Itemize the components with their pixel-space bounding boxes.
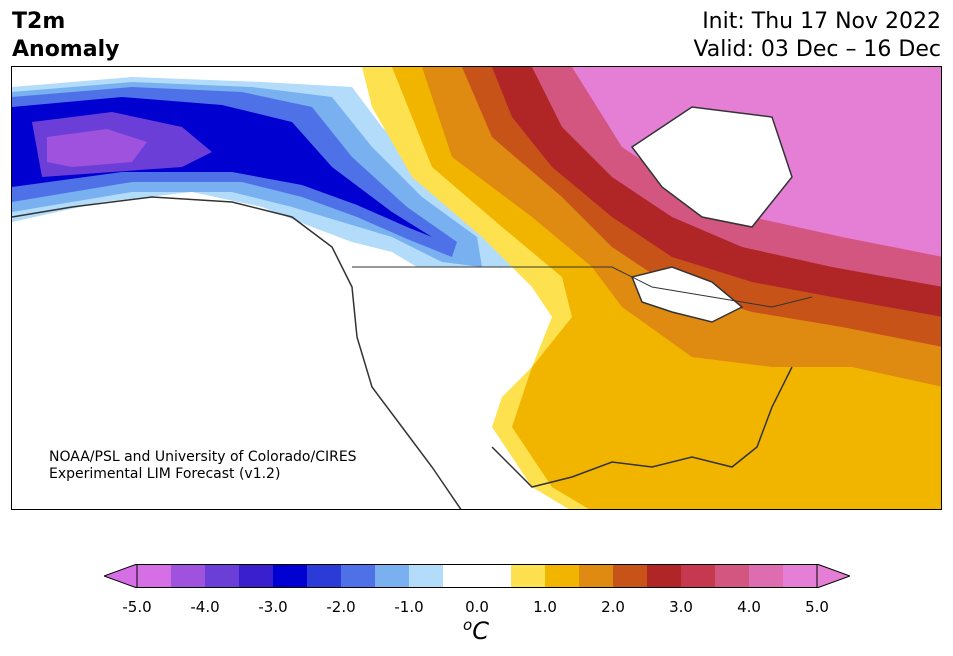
colorbar-bin	[171, 564, 206, 588]
colorbar-over-arrow	[816, 564, 850, 588]
colorbar-unit: oC	[463, 616, 489, 645]
colorbar-border	[136, 564, 818, 588]
colorbar-bin	[783, 564, 818, 588]
hudson-bay	[630, 106, 793, 228]
colorbar-tick-label: -3.0	[258, 598, 288, 616]
forecast-credit: NOAA/PSL and University of Colorado/CIRE…	[49, 449, 357, 483]
colorbar-tick-label: -2.0	[326, 598, 356, 616]
colorbar-tick-label: 4.0	[737, 598, 761, 616]
anomaly-map	[12, 67, 941, 509]
great-lakes	[630, 266, 744, 323]
colorbar-bin	[477, 564, 512, 588]
colorbar-bin	[749, 564, 784, 588]
valid-date: Valid: 03 Dec – 16 Dec	[693, 37, 941, 62]
colorbar-under-arrow	[104, 564, 138, 588]
credit-line-1: NOAA/PSL and University of Colorado/CIRE…	[49, 449, 357, 465]
title-line-2: Anomaly	[12, 37, 120, 62]
colorbar-bin	[273, 564, 308, 588]
cold-anomaly-alaska-core	[47, 129, 147, 167]
colorbar-bin	[613, 564, 648, 588]
colorbar-bin	[443, 564, 478, 588]
unit-label: C	[472, 617, 489, 645]
colorbar-bin	[647, 564, 682, 588]
title-line-1: T2m	[12, 9, 66, 34]
colorbar-tick-label: -4.0	[190, 598, 220, 616]
colorbar-bin	[239, 564, 274, 588]
colorbar-bin	[681, 564, 716, 588]
colorbar-bin	[545, 564, 580, 588]
colorbar-tick-label: 2.0	[601, 598, 625, 616]
colorbar-bin	[375, 564, 410, 588]
colorbar-bin	[307, 564, 342, 588]
date-info: Init: Thu 17 Nov 2022 Valid: 03 Dec – 16…	[693, 8, 941, 64]
colorbar-bin	[137, 564, 172, 588]
colorbar-bin	[511, 564, 546, 588]
colorbar-bin	[409, 564, 444, 588]
colorbar-bin	[205, 564, 240, 588]
colorbar-tick-label: -1.0	[394, 598, 424, 616]
colorbar-bin	[579, 564, 614, 588]
colorbar-tick-label: -5.0	[122, 598, 152, 616]
colorbar-tick-label: 1.0	[533, 598, 557, 616]
colorbar	[104, 564, 850, 588]
map-panel: NOAA/PSL and University of Colorado/CIRE…	[11, 66, 942, 510]
colorbar-bin	[715, 564, 750, 588]
gulf-coastline	[491, 366, 793, 488]
colorbar-bin	[341, 564, 376, 588]
colorbar-tick-label: 3.0	[669, 598, 693, 616]
init-date: Init: Thu 17 Nov 2022	[702, 9, 941, 34]
pacific-coastline	[12, 196, 462, 509]
colorbar-tick-label: 5.0	[805, 598, 829, 616]
colorbar-tick-label: 0.0	[465, 598, 489, 616]
unit-superscript: o	[463, 616, 473, 634]
credit-line-2: Experimental LIM Forecast (v1.2)	[49, 466, 281, 482]
map-title: T2m Anomaly	[12, 8, 119, 64]
us-canada-border	[352, 266, 813, 308]
